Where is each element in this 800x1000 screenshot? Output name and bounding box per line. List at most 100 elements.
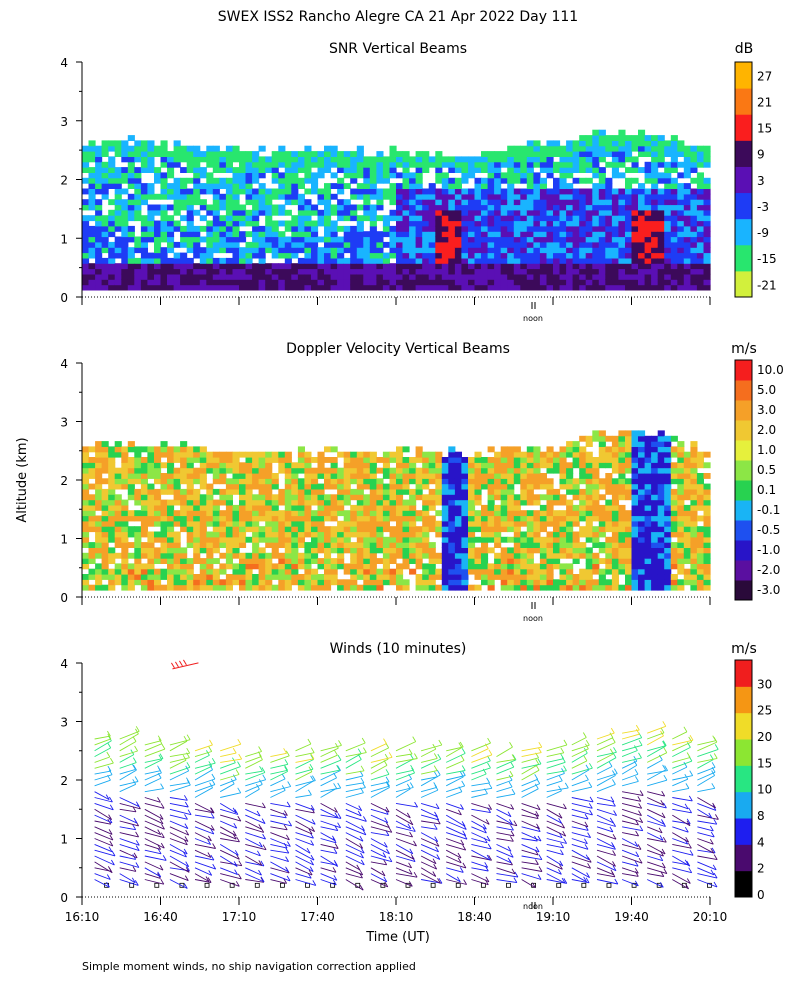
- field-cell: [546, 467, 554, 474]
- field-cell: [513, 473, 521, 479]
- field-cell: [180, 504, 188, 511]
- field-cell: [369, 467, 377, 474]
- field-cell: [402, 478, 410, 485]
- field-cell: [553, 151, 561, 157]
- wind-barb-flag: [183, 883, 188, 889]
- field-cell: [696, 257, 704, 264]
- field-cell: [651, 504, 659, 511]
- field-cell: [500, 268, 508, 275]
- field-cell: [651, 263, 659, 270]
- field-cell: [539, 526, 547, 533]
- field-cell: [127, 145, 135, 152]
- field-cell: [657, 478, 665, 485]
- field-cell: [677, 531, 685, 538]
- field-cell: [206, 483, 214, 490]
- field-cell: [382, 558, 390, 564]
- field-cell: [644, 473, 652, 479]
- field-cell: [468, 268, 476, 275]
- field-cell: [533, 457, 541, 463]
- field-cell: [468, 504, 476, 511]
- field-cell: [140, 193, 148, 200]
- field-cell: [265, 515, 273, 522]
- field-cell: [114, 273, 122, 280]
- field-cell: [631, 215, 639, 222]
- field-cell: [631, 140, 639, 147]
- field-cell: [369, 526, 377, 533]
- field-cell: [409, 172, 417, 179]
- field-cell: [572, 145, 580, 152]
- field-cell: [428, 279, 436, 286]
- field-cell: [337, 473, 345, 479]
- field-cell: [454, 268, 462, 275]
- y-tick-label: 1: [60, 533, 68, 547]
- field-cell: [435, 263, 443, 270]
- field-cell: [696, 504, 704, 511]
- field-cell: [82, 273, 90, 280]
- field-cell: [271, 536, 279, 543]
- field-cell: [134, 177, 142, 184]
- field-cell: [703, 542, 711, 548]
- field-cell: [500, 156, 508, 163]
- field-cell: [317, 536, 325, 543]
- field-cell: [134, 552, 142, 559]
- field-cell: [526, 568, 534, 575]
- field-cell: [278, 520, 286, 527]
- field-cell: [474, 563, 482, 570]
- field-cell: [343, 273, 351, 280]
- field-cell: [500, 574, 508, 580]
- field-cell: [474, 161, 482, 168]
- field-cell: [585, 494, 593, 501]
- field-cell: [644, 446, 652, 453]
- field-cell: [559, 268, 567, 275]
- field-cell: [271, 156, 279, 163]
- field-cell: [154, 273, 162, 280]
- field-cell: [180, 145, 188, 152]
- field-cell: [284, 542, 292, 548]
- field-cell: [206, 568, 214, 575]
- field-cell: [448, 579, 456, 586]
- field-cell: [88, 446, 96, 453]
- field-cell: [428, 499, 436, 506]
- field-cell: [82, 520, 90, 527]
- field-cell: [239, 252, 247, 259]
- field-cell: [448, 478, 456, 485]
- field-cell: [278, 279, 286, 286]
- field-cell: [121, 526, 129, 533]
- field-cell: [167, 225, 175, 232]
- field-cell: [696, 204, 704, 211]
- field-cell: [101, 177, 109, 184]
- field-cell: [592, 273, 600, 280]
- field-cell: [651, 284, 659, 291]
- field-cell: [481, 151, 489, 157]
- field-cell: [487, 252, 495, 259]
- field-cell: [350, 467, 358, 474]
- field-cell: [95, 183, 103, 189]
- field-cell: [415, 220, 423, 227]
- field-cell: [304, 268, 312, 275]
- field-cell: [618, 515, 626, 522]
- field-cell: [108, 467, 116, 474]
- field-cell: [389, 161, 397, 168]
- field-cell: [533, 172, 541, 179]
- field-cell: [657, 177, 665, 184]
- field-cell: [291, 177, 299, 184]
- field-cell: [428, 225, 436, 232]
- wind-barb: [169, 784, 191, 793]
- field-cell: [592, 263, 600, 270]
- field-cell: [134, 568, 142, 575]
- field-cell: [526, 558, 534, 564]
- field-cell: [330, 209, 338, 216]
- field-cell: [324, 574, 332, 580]
- field-cell: [376, 193, 384, 200]
- field-cell: [82, 252, 90, 259]
- field-cell: [677, 483, 685, 490]
- field-cell: [592, 563, 600, 570]
- field-cell: [199, 252, 207, 259]
- field-cell: [638, 135, 646, 141]
- field-cell: [690, 478, 698, 485]
- field-cell: [546, 284, 554, 291]
- field-cell: [232, 526, 240, 533]
- field-cell: [546, 574, 554, 580]
- field-cell: [337, 161, 345, 168]
- field-cell: [350, 215, 358, 222]
